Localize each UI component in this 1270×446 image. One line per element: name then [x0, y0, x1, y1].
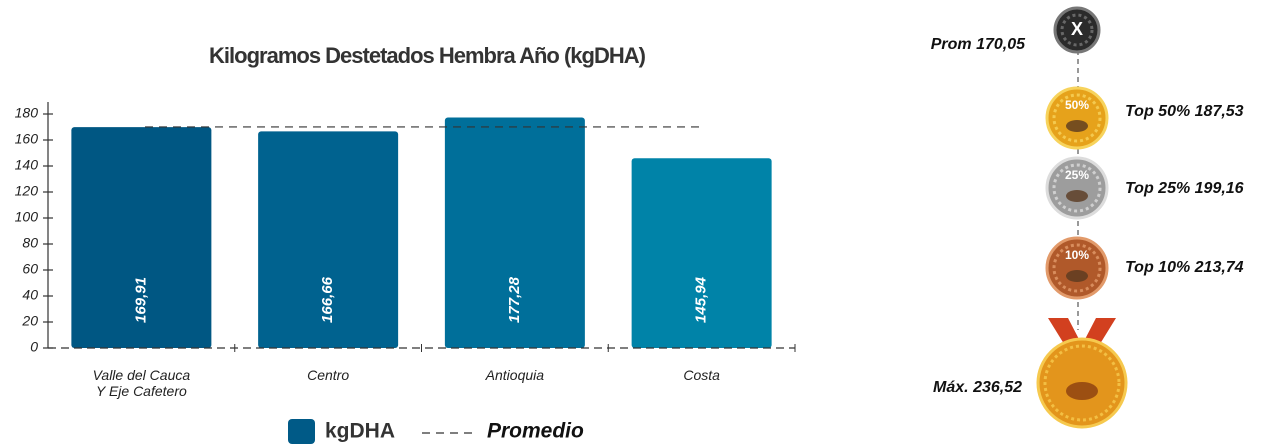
medal	[1047, 238, 1107, 298]
medal-label: Máx. 236,52	[933, 379, 1022, 396]
pig-icon	[1066, 270, 1088, 282]
y-tick-label: 20	[21, 313, 38, 329]
medal-label: Top 25% 199,16	[1125, 180, 1244, 197]
medal	[1047, 158, 1107, 218]
medal	[1047, 88, 1107, 148]
pig-icon	[1066, 190, 1088, 202]
page: Kilogramos Destetados Hembra Año (kgDHA)…	[0, 0, 1270, 446]
medal-label: Top 50% 187,53	[1125, 103, 1244, 120]
y-tick-label: 180	[15, 105, 39, 121]
medal-icon: 50%	[1065, 98, 1089, 112]
y-tick-label: 0	[30, 339, 38, 355]
value-label: 166,66	[319, 276, 336, 323]
y-tick-label: 80	[22, 235, 38, 251]
chart-title: Kilogramos Destetados Hembra Año (kgDHA)	[209, 43, 646, 68]
value-label: 177,28	[506, 276, 523, 323]
medal-label: Prom 170,05	[931, 36, 1026, 53]
medal-icon: X	[1071, 19, 1083, 39]
y-tick-label: 140	[15, 157, 39, 173]
x-tick-label: Valle del Cauca Y Eje Cafetero	[61, 367, 221, 399]
medal-icon: 10%	[1065, 248, 1089, 262]
legend-label: kgDHA	[325, 420, 395, 443]
y-tick-label: 120	[15, 183, 39, 199]
y-tick-label: 60	[22, 261, 38, 277]
x-tick-label: Antioquia	[435, 367, 595, 383]
pig-icon	[1066, 120, 1088, 132]
pig-icon	[1066, 382, 1098, 400]
value-label: 145,94	[693, 276, 710, 323]
medal-label: Top 10% 213,74	[1125, 259, 1244, 276]
y-tick-label: 100	[15, 209, 39, 225]
legend-label: Promedio	[487, 420, 584, 443]
y-tick-label: 40	[22, 287, 38, 303]
medal-icon: 25%	[1065, 168, 1089, 182]
legend-swatch	[288, 419, 315, 444]
y-tick-label: 160	[15, 131, 39, 147]
x-tick-label: Costa	[622, 367, 782, 383]
value-label: 169,91	[132, 277, 149, 323]
x-tick-label: Centro	[248, 367, 408, 383]
